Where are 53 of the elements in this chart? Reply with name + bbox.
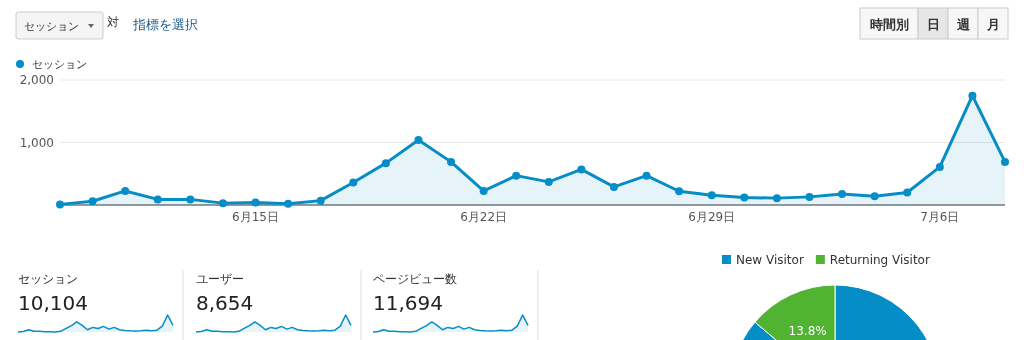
point xyxy=(577,165,586,174)
text: 時間別 xyxy=(869,17,909,32)
point xyxy=(675,187,684,196)
text: 指標を選択 xyxy=(132,17,198,32)
point xyxy=(121,186,130,195)
point xyxy=(56,200,64,209)
point xyxy=(609,182,618,191)
annotation: 10,104 xyxy=(18,291,88,315)
legend-label: Returning Visitor xyxy=(829,253,930,267)
point xyxy=(838,190,847,199)
text: 週 xyxy=(955,17,971,32)
point xyxy=(316,196,325,205)
x-tick-label: 6月15日 xyxy=(232,210,279,224)
point xyxy=(870,192,879,201)
annotation: 8,654 xyxy=(196,291,254,315)
text: 月 xyxy=(985,17,1000,32)
y-tick-label: 1,000 xyxy=(19,135,54,150)
y-tick-label: 2,000 xyxy=(19,73,54,87)
point xyxy=(805,192,814,201)
point xyxy=(544,177,553,186)
point xyxy=(740,193,749,202)
data-label: 13.8% xyxy=(788,323,827,338)
text: 対 xyxy=(107,15,119,29)
text: 日 xyxy=(926,17,940,32)
point xyxy=(186,195,195,204)
point xyxy=(1001,157,1009,166)
point xyxy=(479,186,488,195)
point xyxy=(349,178,358,187)
point xyxy=(512,171,521,180)
point xyxy=(707,191,716,200)
point xyxy=(772,194,781,203)
text: セッション xyxy=(24,20,79,33)
annotation: 11,694 xyxy=(373,291,443,315)
x-tick-label: 6月29日 xyxy=(688,210,736,224)
legend-label: セッション xyxy=(32,58,87,71)
chart-title: セッション xyxy=(18,272,78,286)
point xyxy=(381,159,390,168)
point xyxy=(903,188,912,197)
legend-label: New Visitor xyxy=(736,253,804,267)
point xyxy=(284,199,293,208)
chart-title: ページビュー数 xyxy=(373,272,457,286)
point xyxy=(218,199,227,208)
point xyxy=(935,162,944,171)
x-tick-label: 6月22日 xyxy=(460,210,508,224)
point xyxy=(642,171,651,180)
point xyxy=(153,195,162,204)
point xyxy=(251,198,260,207)
point xyxy=(414,136,423,144)
x-tick-label: 7月6日 xyxy=(920,210,960,224)
point xyxy=(88,197,97,206)
point xyxy=(447,157,456,166)
point xyxy=(968,91,977,100)
chart-title: ユーザー xyxy=(196,272,244,286)
